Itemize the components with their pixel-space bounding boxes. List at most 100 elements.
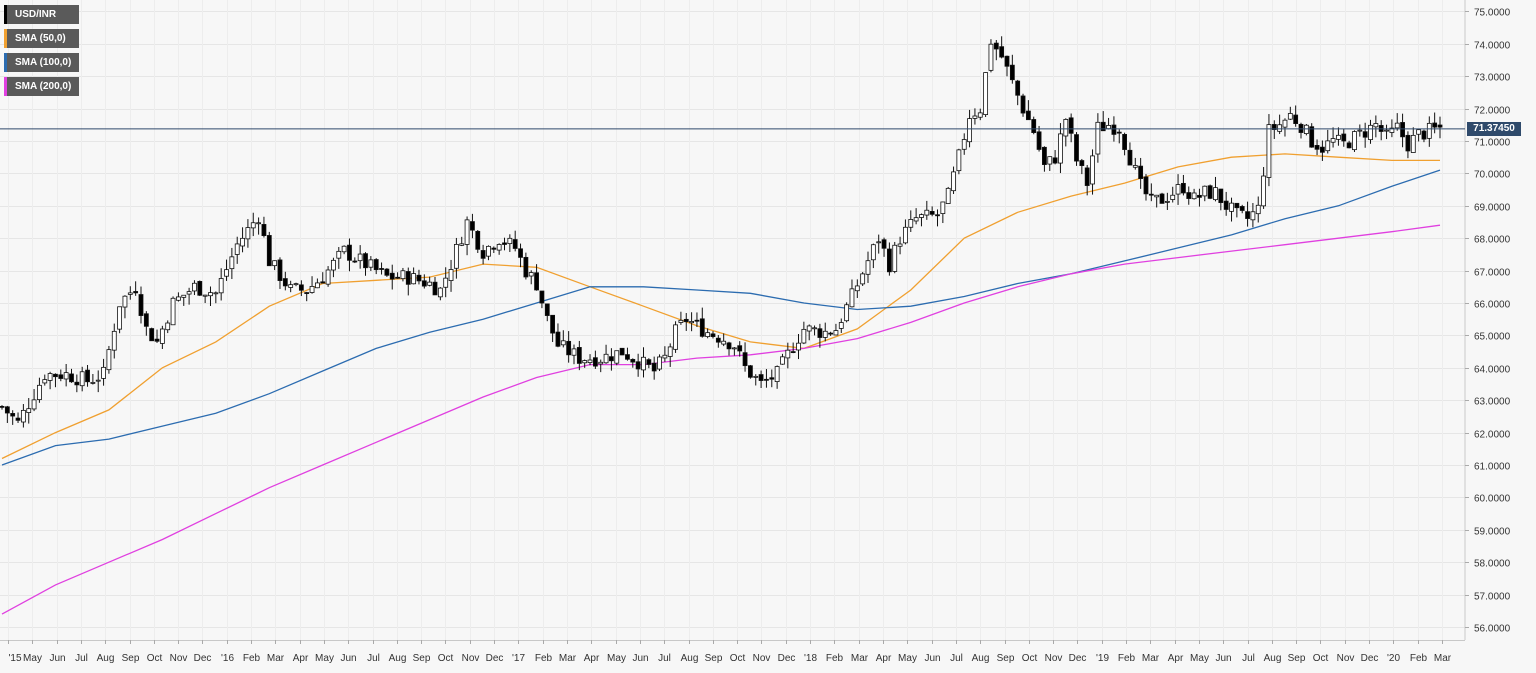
candle-body bbox=[357, 253, 363, 262]
candle-body bbox=[854, 285, 860, 292]
candle bbox=[250, 212, 256, 237]
candle-body bbox=[1132, 165, 1138, 168]
candle-body bbox=[106, 349, 112, 371]
candle bbox=[539, 290, 545, 309]
legend-item[interactable]: SMA (50,0) bbox=[4, 29, 80, 48]
candle-body bbox=[186, 291, 192, 295]
candle bbox=[1148, 183, 1154, 202]
candle bbox=[886, 242, 892, 276]
candle-body bbox=[598, 361, 604, 365]
candle-body bbox=[459, 243, 465, 246]
candle bbox=[854, 279, 860, 299]
candle-body bbox=[496, 244, 502, 251]
x-tick-label: '19 bbox=[1096, 653, 1109, 664]
candle-body bbox=[988, 43, 994, 71]
candle bbox=[69, 368, 74, 383]
candle-body bbox=[384, 268, 390, 276]
candle bbox=[1341, 128, 1347, 147]
candle-body bbox=[518, 248, 523, 258]
legend-item[interactable]: USD/INR bbox=[4, 5, 80, 24]
candle bbox=[1357, 124, 1363, 137]
candle bbox=[459, 236, 465, 247]
candle bbox=[405, 267, 411, 296]
candle-body bbox=[453, 244, 459, 269]
candle bbox=[518, 243, 523, 268]
x-tick-label: Sep bbox=[705, 653, 723, 664]
candle bbox=[977, 108, 983, 121]
candle-body bbox=[1357, 129, 1363, 132]
last-price-tag: 71.37450 bbox=[1467, 121, 1521, 136]
legend-label: USD/INR bbox=[15, 9, 57, 20]
y-tick-label: 65.0000 bbox=[1474, 332, 1511, 343]
candle-body bbox=[1186, 192, 1192, 199]
candle bbox=[74, 374, 80, 393]
candle bbox=[860, 271, 866, 287]
candle-body bbox=[721, 340, 727, 345]
candle-body bbox=[176, 296, 181, 301]
candle bbox=[689, 312, 694, 332]
candle bbox=[122, 295, 128, 319]
candle bbox=[475, 230, 481, 253]
candle-body bbox=[1250, 211, 1256, 221]
candle-body bbox=[1389, 127, 1395, 133]
candle bbox=[983, 72, 989, 118]
candle bbox=[849, 279, 855, 308]
candle-body bbox=[801, 328, 807, 344]
legend-item[interactable]: SMA (100,0) bbox=[4, 53, 80, 72]
candle bbox=[1079, 158, 1085, 175]
candle bbox=[347, 238, 352, 272]
candle bbox=[1004, 55, 1010, 77]
candle bbox=[705, 328, 711, 339]
candle-body bbox=[1400, 122, 1405, 138]
candle bbox=[1095, 113, 1101, 163]
candle bbox=[1394, 113, 1400, 131]
legend-item[interactable]: SMA (200,0) bbox=[4, 77, 80, 96]
candle-body bbox=[940, 201, 946, 214]
y-tick-label: 68.0000 bbox=[1474, 235, 1511, 246]
candle-body bbox=[865, 260, 871, 275]
candle-body bbox=[945, 187, 951, 204]
candle bbox=[186, 287, 192, 305]
candle bbox=[288, 280, 294, 293]
candle bbox=[331, 257, 336, 278]
candle-body bbox=[1245, 211, 1250, 219]
y-tick-label: 73.0000 bbox=[1474, 73, 1511, 84]
candle bbox=[389, 264, 395, 290]
x-tick-label: Oct bbox=[730, 653, 746, 664]
candle-body bbox=[229, 256, 235, 270]
candle bbox=[320, 272, 326, 284]
candle-body bbox=[1213, 187, 1218, 201]
candle-body bbox=[208, 292, 213, 297]
candle bbox=[512, 230, 518, 252]
candle bbox=[641, 347, 646, 378]
candle-body bbox=[609, 356, 614, 362]
gridlines bbox=[0, 11, 1465, 628]
candle bbox=[1261, 167, 1266, 209]
candle-body bbox=[288, 284, 294, 288]
candle bbox=[614, 350, 620, 366]
x-tick-label: Sep bbox=[997, 653, 1015, 664]
y-tick-label: 69.0000 bbox=[1474, 203, 1511, 214]
candle-body bbox=[1368, 124, 1373, 141]
candle-body bbox=[69, 373, 74, 383]
y-axis-bg bbox=[1465, 0, 1536, 668]
candle-body bbox=[1426, 122, 1432, 139]
candle bbox=[229, 247, 235, 280]
candle-body bbox=[437, 287, 443, 298]
candle-body bbox=[566, 340, 572, 356]
x-tick-label: May bbox=[898, 653, 917, 664]
candle-body bbox=[1148, 193, 1154, 196]
candle bbox=[37, 377, 42, 403]
candle bbox=[15, 412, 21, 424]
candle bbox=[1138, 157, 1144, 189]
candle bbox=[1122, 132, 1128, 156]
candle bbox=[903, 219, 908, 245]
candle-body bbox=[1405, 134, 1411, 152]
candle bbox=[352, 257, 358, 264]
candle bbox=[491, 246, 497, 254]
x-tick-label: '18 bbox=[804, 653, 817, 664]
candle-body bbox=[352, 260, 358, 263]
candle bbox=[176, 292, 181, 302]
candle-body bbox=[625, 354, 630, 360]
